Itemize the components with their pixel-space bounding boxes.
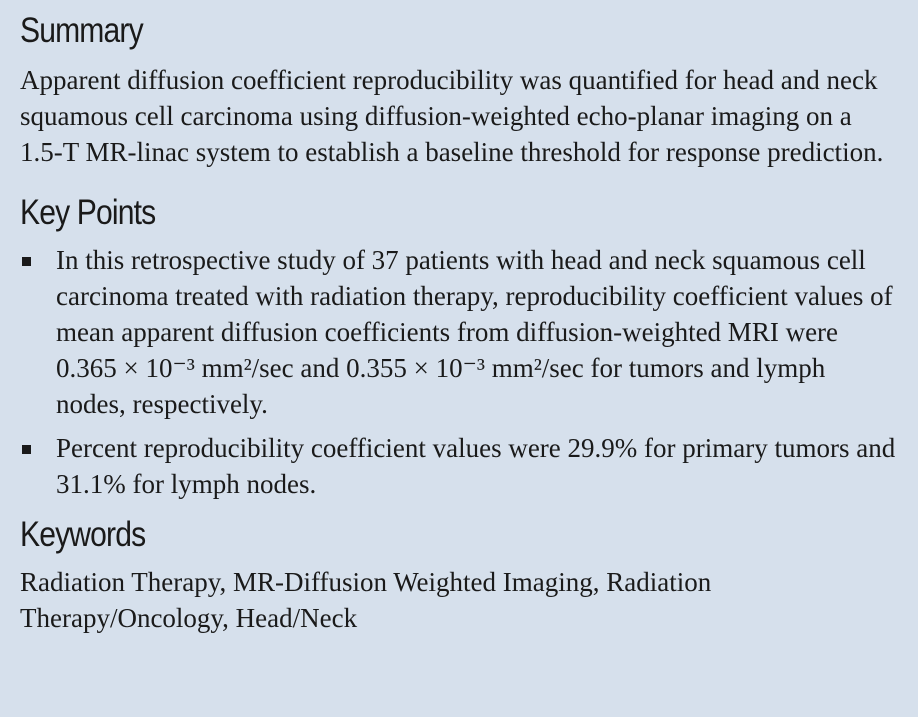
key-points-list: In this retrospective study of 37 patien… [20, 242, 898, 502]
key-point-item: Percent reproducibility coefficient valu… [20, 430, 898, 502]
summary-text: Apparent diffusion coefficient reproduci… [20, 65, 884, 167]
key-point-item: In this retrospective study of 37 patien… [20, 242, 898, 422]
keywords-heading: Keywords [20, 515, 146, 554]
square-bullet-icon [22, 445, 31, 454]
key-points-heading: Key Points [20, 193, 156, 232]
summary-heading: Summary [20, 11, 144, 50]
key-point-text: In this retrospective study of 37 patien… [56, 245, 893, 419]
keywords-text: Radiation Therapy, MR-Diffusion Weighted… [20, 567, 712, 633]
key-point-text: Percent reproducibility coefficient valu… [56, 433, 896, 499]
square-bullet-icon [22, 257, 31, 266]
